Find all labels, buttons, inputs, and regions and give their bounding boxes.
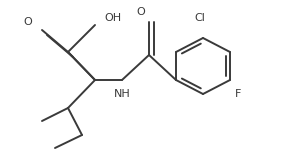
Text: OH: OH — [104, 13, 122, 23]
Text: O: O — [137, 7, 145, 17]
Text: Cl: Cl — [194, 13, 205, 23]
Text: O: O — [24, 17, 32, 27]
Text: NH: NH — [114, 89, 130, 99]
Text: F: F — [235, 89, 241, 99]
